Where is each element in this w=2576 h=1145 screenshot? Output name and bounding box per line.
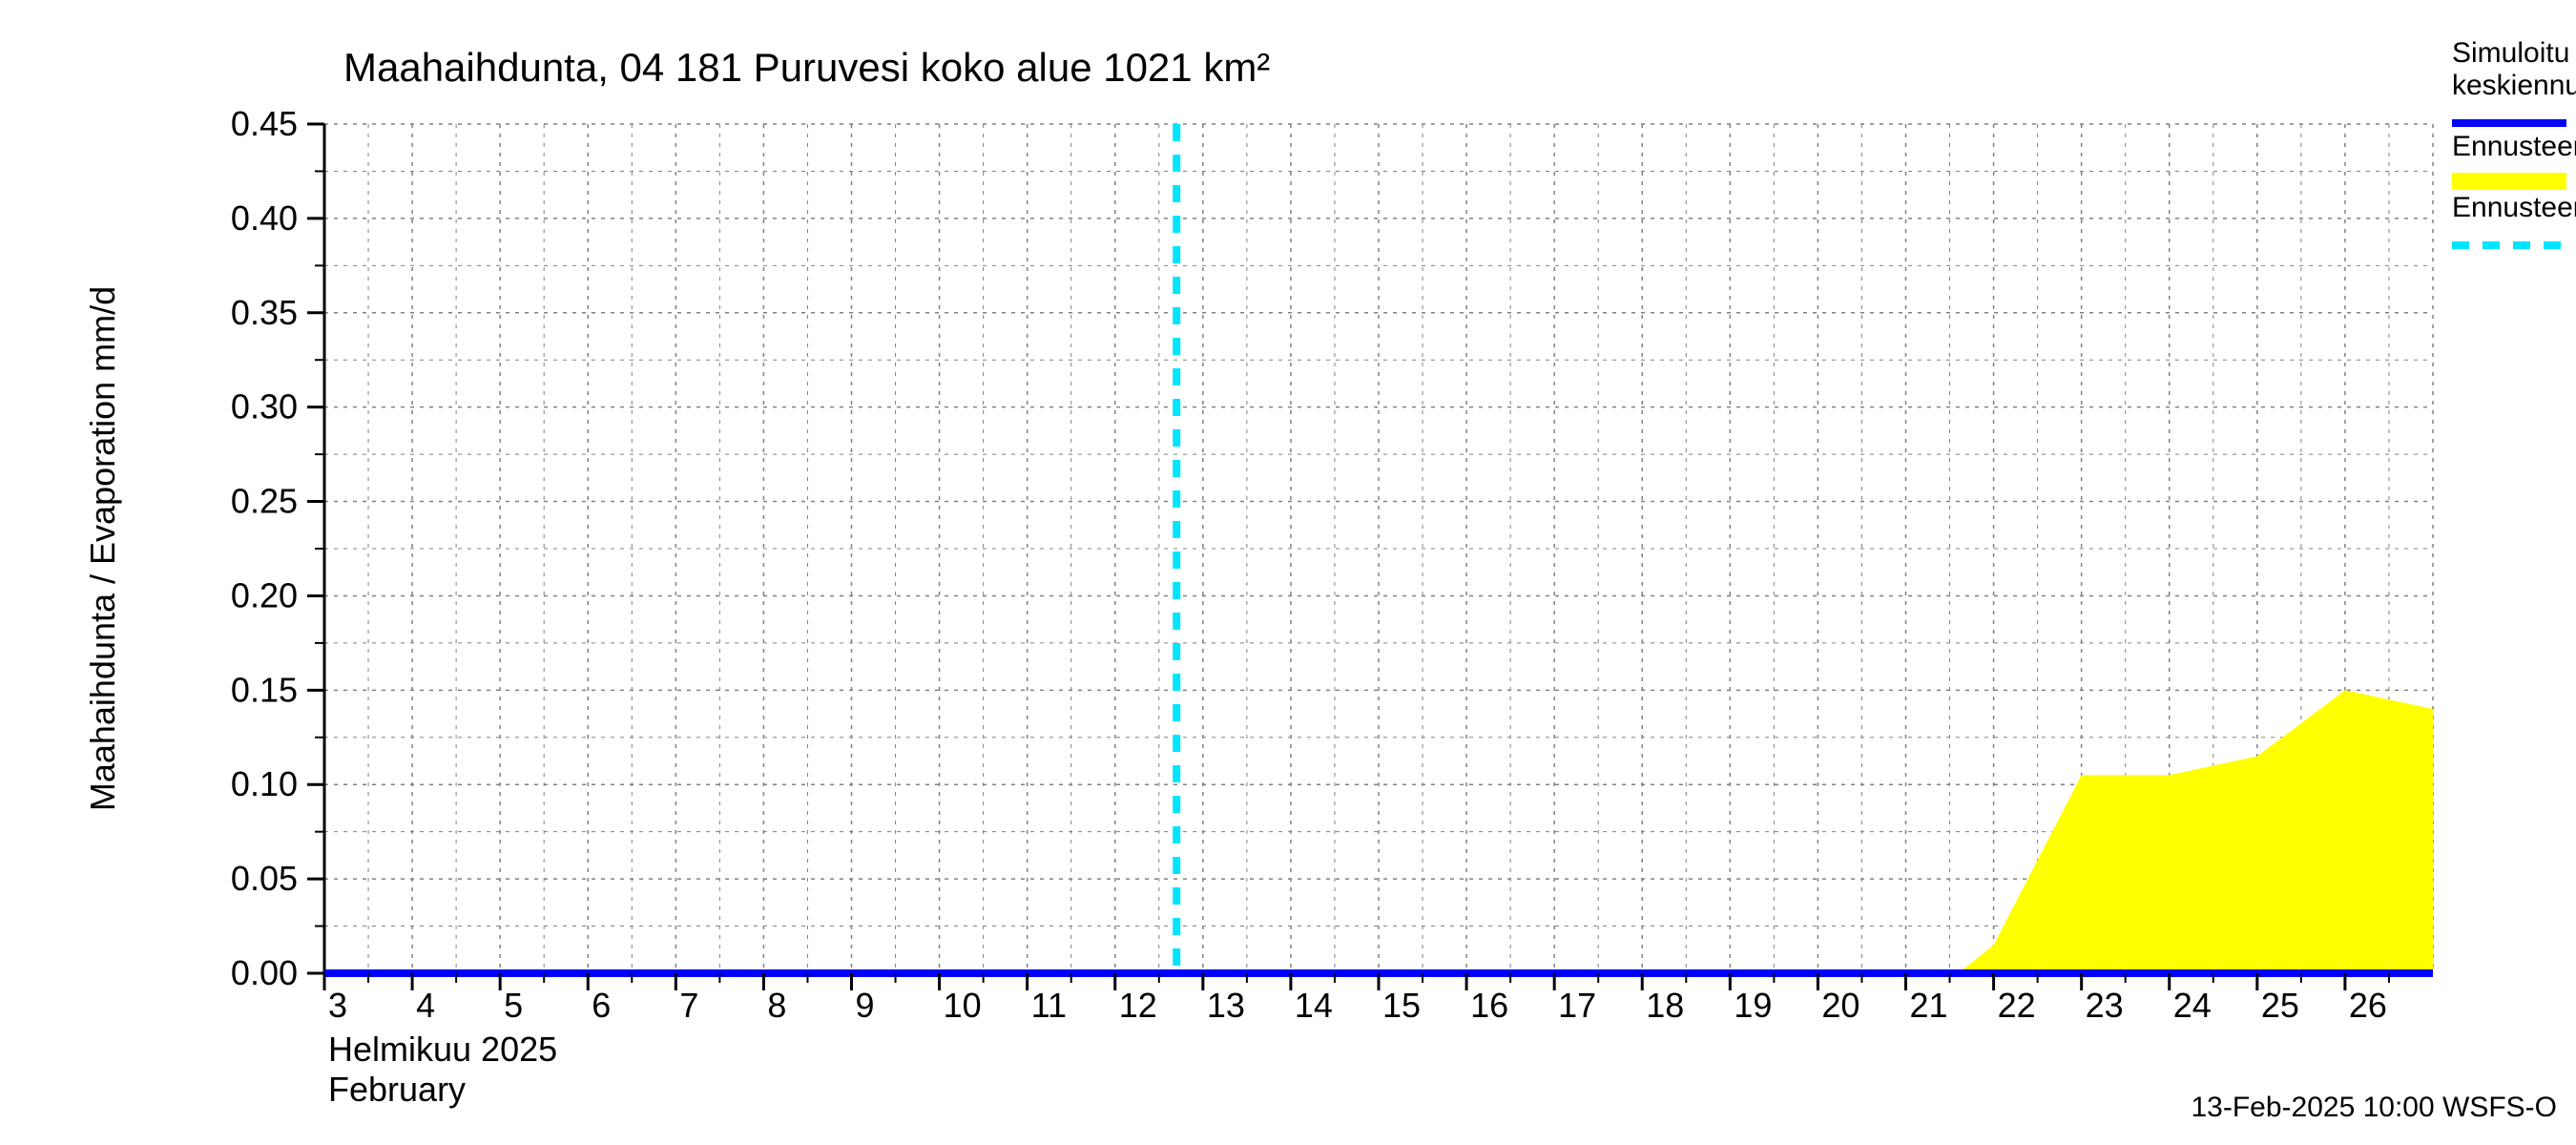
chart-title-text: Maahaihdunta, 04 181 Puruvesi koko alue … [343, 45, 1270, 90]
legend-label: keskiennuste [2452, 70, 2576, 101]
x-sub-label-2-text: February [328, 1070, 466, 1109]
x-tick-label: 9 [856, 986, 875, 1025]
x-tick-label: 25 [2261, 986, 2299, 1025]
x-tick-label: 4 [416, 986, 435, 1025]
legend-label: Simuloitu historia ja [2452, 37, 2576, 69]
y-tick-label: 0.05 [231, 859, 298, 898]
x-tick-label: 6 [592, 986, 611, 1025]
x-tick-label: 18 [1646, 986, 1684, 1025]
x-tick-label: 20 [1821, 986, 1859, 1025]
x-tick-label: 3 [328, 986, 347, 1025]
x-tick-label: 10 [944, 986, 982, 1025]
y-tick-label: 0.45 [231, 104, 298, 143]
y-tick-label: 0.10 [231, 764, 298, 803]
x-tick-label: 22 [1998, 986, 2036, 1025]
x-tick-label: 12 [1119, 986, 1157, 1025]
y-axis-label-text: Maahaihdunta / Evaporation mm/d [83, 286, 122, 811]
y-tick-label: 0.40 [231, 198, 298, 238]
y-tick-label: 0.35 [231, 293, 298, 332]
x-tick-label: 13 [1207, 986, 1245, 1025]
x-tick-label: 5 [504, 986, 523, 1025]
y-tick-label: 0.15 [231, 670, 298, 709]
x-sub-label-1-text: Helmikuu 2025 [328, 1030, 557, 1069]
x-tick-label: 16 [1470, 986, 1508, 1025]
x-tick-label: 14 [1295, 986, 1333, 1025]
x-tick-label: 8 [767, 986, 786, 1025]
legend-swatch-block [2452, 173, 2566, 190]
evaporation-chart: 0.00 0.05 0.10 0.15 0.20 0.25 0.30 0.35 0.40 0.45… [0, 0, 2576, 1145]
y-tick-label: 0.25 [231, 482, 298, 521]
x-tick-label: 17 [1558, 986, 1596, 1025]
x-tick-label: 15 [1382, 986, 1421, 1025]
y-tick-label: 0.20 [231, 575, 298, 614]
x-tick-label: 11 [1031, 986, 1067, 1025]
x-tick-label: 23 [2086, 986, 2124, 1025]
legend-label: Ennusteen alku [2452, 192, 2576, 223]
x-tick-label: 21 [1910, 986, 1948, 1025]
x-tick-label: 7 [679, 986, 698, 1025]
footer: 13-Feb-2025 10:00 WSFS-O [2191, 1092, 2557, 1123]
y-tick-label: 0.30 [231, 387, 298, 427]
x-tick-label: 24 [2173, 986, 2212, 1025]
legend-label: Ennusteen vaihteluväli [2452, 131, 2576, 162]
y-tick-label: 0.00 [231, 953, 298, 992]
x-tick-label: 26 [2349, 986, 2387, 1025]
x-tick-label: 19 [1734, 986, 1772, 1025]
